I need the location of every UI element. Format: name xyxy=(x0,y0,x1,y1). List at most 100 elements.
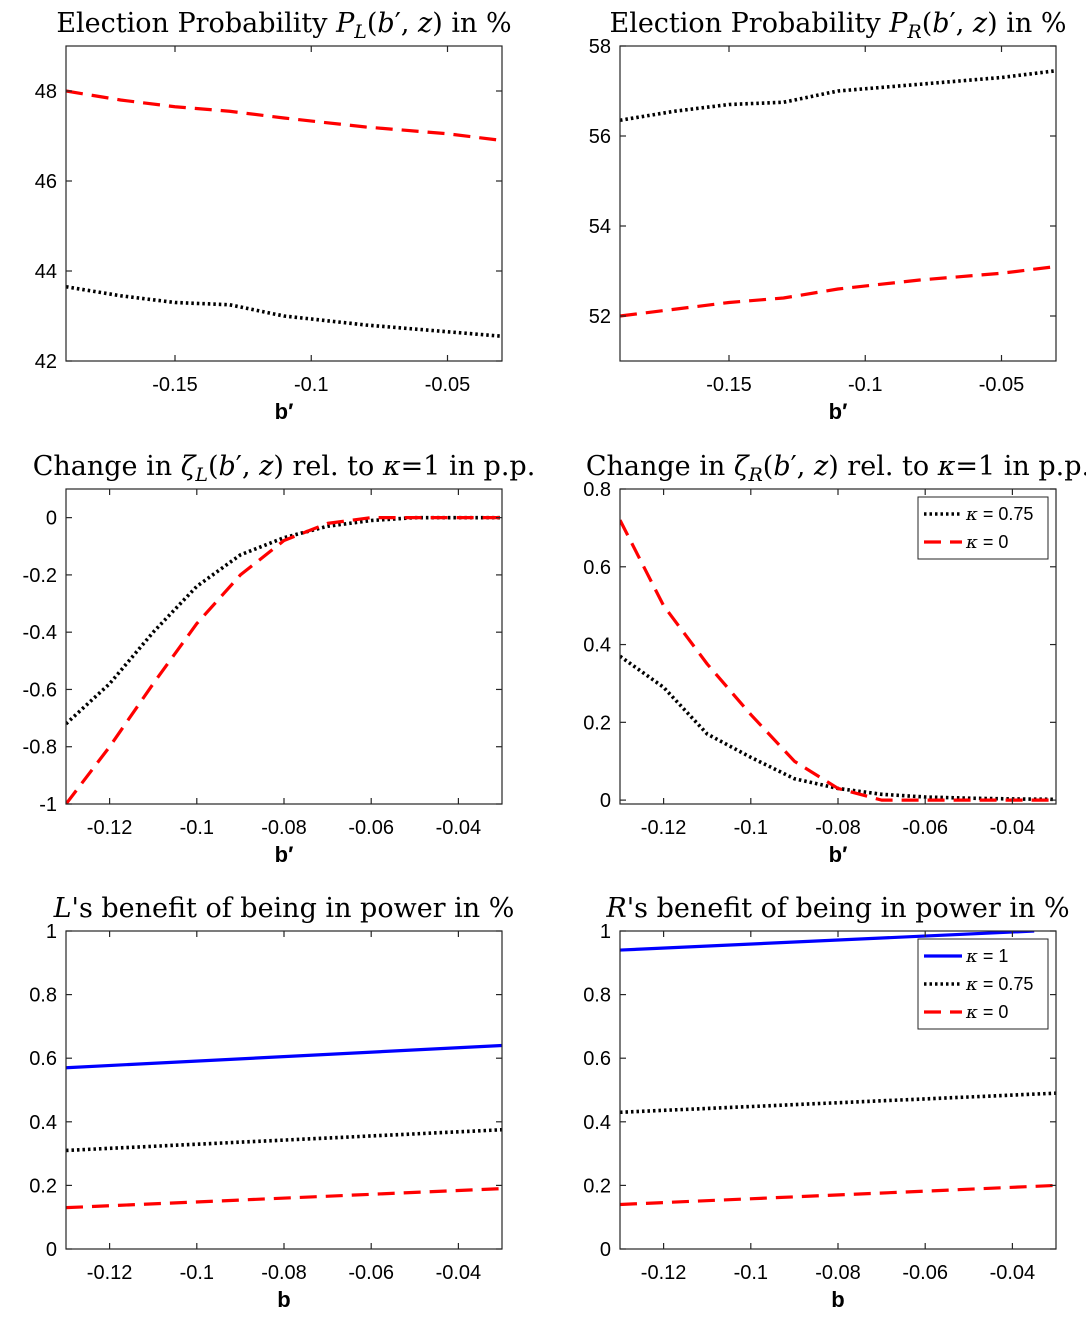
legend-symbol: κ xyxy=(965,532,978,553)
title-part: ( xyxy=(367,8,378,39)
title-part: z xyxy=(258,451,274,482)
title-part: ( xyxy=(922,8,933,39)
y-tick-label: 0.4 xyxy=(583,1112,611,1134)
title-part: L xyxy=(53,893,72,924)
title-part: κ xyxy=(937,451,956,482)
title-part: ζ xyxy=(181,451,197,482)
x-tick-label: -0.04 xyxy=(990,817,1036,839)
y-tick-label: 0.2 xyxy=(29,1175,57,1197)
title-part: L xyxy=(353,21,367,43)
legend-label: κ = 0.75 xyxy=(965,974,1033,995)
x-tick-label: -0.04 xyxy=(436,817,482,839)
title-part: b xyxy=(219,451,236,482)
y-tick-label: 0.4 xyxy=(29,1112,57,1134)
y-tick-label: 0.8 xyxy=(583,479,611,501)
y-tick-label: 0.4 xyxy=(583,635,611,657)
series-line-kappa-0 xyxy=(66,516,502,804)
series-line-kappa-075 xyxy=(620,68,1056,123)
chart-panel-benefit-r: R's benefit of being in power in % -0.12 -… xyxy=(583,893,1069,1312)
chart-panel-zeta-l: Change in ζL(b′, z) rel. to κ=1 in p.p. -… xyxy=(23,451,536,867)
title-part: =1 in p.p. xyxy=(955,451,1086,482)
y-tick-label: 0 xyxy=(600,790,611,812)
chart-panel-p-l: Election Probability PL(b′, z) in %-0.15… xyxy=(35,8,512,424)
title-part: z xyxy=(813,451,829,482)
series-line-kappa-1 xyxy=(620,931,1035,952)
legend-value: = 0.75 xyxy=(978,974,1034,994)
legend-symbol: κ xyxy=(965,974,978,995)
plot-frame xyxy=(65,930,503,1250)
title-part: ( xyxy=(208,451,219,482)
title-part: ) in % xyxy=(987,8,1066,39)
title-part: ) rel. to xyxy=(273,451,383,482)
x-tick-label: -0.06 xyxy=(348,817,394,839)
chart-title-p-l: Election Probability PL(b′, z) in % xyxy=(56,8,511,43)
series-line-kappa-0 xyxy=(620,264,1056,318)
x-tick-label: -0.08 xyxy=(261,1262,307,1284)
title-part: ′ xyxy=(236,451,242,482)
title-part: ( xyxy=(763,451,774,482)
x-tick-label: -0.06 xyxy=(902,1262,948,1284)
x-axis-label: b xyxy=(277,1287,290,1312)
y-tick-label: 0.8 xyxy=(29,985,57,1007)
legend-symbol: κ xyxy=(965,504,978,525)
title-part: P xyxy=(335,8,355,39)
series-line-kappa-0 xyxy=(66,89,502,143)
title-part: Change in xyxy=(33,451,181,482)
title-part: ) rel. to xyxy=(828,451,938,482)
x-tick-label: -0.1 xyxy=(180,817,214,839)
legend-box xyxy=(917,938,1049,1030)
title-part: , xyxy=(956,8,973,39)
title-part: R xyxy=(906,21,921,43)
legend-box xyxy=(917,496,1049,560)
y-tick-label: -0.8 xyxy=(23,737,57,759)
y-tick-label: 0.6 xyxy=(29,1048,57,1070)
title-part: P xyxy=(888,8,908,39)
title-part: b xyxy=(932,8,949,39)
x-tick-label: -0.15 xyxy=(706,374,752,396)
x-tick-label: -0.1 xyxy=(294,374,328,396)
y-tick-label: 1 xyxy=(600,921,611,943)
legend-value: = 0.75 xyxy=(978,504,1034,524)
series-line-kappa-0 xyxy=(66,1186,502,1210)
title-part: b xyxy=(377,8,394,39)
series-line-kappa-075 xyxy=(66,284,502,339)
chart-title-zeta-l: Change in ζL(b′, z) rel. to κ=1 in p.p. xyxy=(33,451,536,486)
title-part: κ xyxy=(382,451,401,482)
title-part: Election Probability xyxy=(56,8,336,39)
title-part: , xyxy=(242,451,259,482)
title-part: R xyxy=(747,464,762,486)
plot-frame xyxy=(65,488,503,805)
title-part: Change in xyxy=(586,451,734,482)
title-part: , xyxy=(797,451,814,482)
legend-symbol: κ xyxy=(965,1002,978,1023)
x-tick-label: -0.1 xyxy=(734,817,768,839)
x-tick-label: -0.1 xyxy=(734,1262,768,1284)
legend-label: κ = 0.75 xyxy=(965,504,1033,525)
y-tick-label: 46 xyxy=(35,171,57,193)
legend-value: = 0 xyxy=(978,1002,1009,1022)
plot-frame xyxy=(619,45,1057,362)
chart-title-zeta-r: Change in ζR(b′, z) rel. to κ=1 in p.p. xyxy=(586,451,1086,486)
x-tick-label: -0.1 xyxy=(180,1262,214,1284)
y-tick-label: -0.4 xyxy=(23,622,57,644)
x-tick-label: -0.1 xyxy=(848,374,882,396)
y-tick-label: 0.2 xyxy=(583,712,611,734)
title-part: z xyxy=(417,8,433,39)
y-tick-label: 0.2 xyxy=(583,1175,611,1197)
y-tick-label: 0 xyxy=(600,1239,611,1261)
x-axis-label: b′ xyxy=(829,842,848,867)
y-tick-label: 56 xyxy=(589,126,611,148)
plot-frame xyxy=(65,45,503,362)
x-tick-label: -0.04 xyxy=(436,1262,482,1284)
y-tick-label: 0 xyxy=(46,508,57,530)
title-part: 's benefit of being in power in % xyxy=(72,893,515,924)
chart-title-p-r: Election Probability PR(b′, z) in % xyxy=(609,8,1066,43)
legend-value: = 1 xyxy=(978,946,1009,966)
y-tick-label: 48 xyxy=(35,81,57,103)
series-line-kappa-0 xyxy=(620,1183,1056,1207)
x-tick-label: -0.12 xyxy=(87,817,133,839)
title-part: 's benefit of being in power in % xyxy=(627,893,1070,924)
x-tick-label: -0.04 xyxy=(990,1262,1036,1284)
title-part: ′ xyxy=(791,451,797,482)
